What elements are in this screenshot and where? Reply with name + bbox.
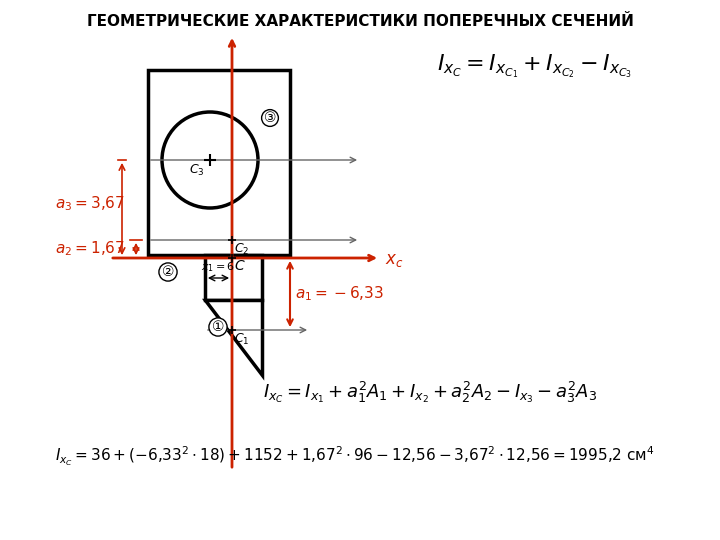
Text: ①: ① xyxy=(212,320,224,334)
Text: $a_2=1{,}67$: $a_2=1{,}67$ xyxy=(55,240,125,258)
Text: $C_3$: $C_3$ xyxy=(189,163,205,178)
Text: $C_1$: $C_1$ xyxy=(234,332,249,347)
Text: ②: ② xyxy=(162,265,174,279)
Text: ГЕОМЕТРИЧЕСКИЕ ХАРАКТЕРИСТИКИ ПОПЕРЕЧНЫХ СЕЧЕНИЙ: ГЕОМЕТРИЧЕСКИЕ ХАРАКТЕРИСТИКИ ПОПЕРЕЧНЫХ… xyxy=(86,14,634,29)
Bar xyxy=(148,70,290,255)
Text: $I_{x_C} = 36 + (-6{,}33^2 \cdot 18) + 1152 + 1{,}67^2 \cdot 96 - 12{,}56 - 3{,}: $I_{x_C} = 36 + (-6{,}33^2 \cdot 18) + 1… xyxy=(55,445,655,468)
Text: $C_2$: $C_2$ xyxy=(234,242,249,257)
Circle shape xyxy=(162,112,258,208)
Text: ③: ③ xyxy=(264,111,276,125)
Text: $x_1=6$: $x_1=6$ xyxy=(202,260,235,274)
Bar xyxy=(205,255,262,300)
Text: $x_c$: $x_c$ xyxy=(385,251,403,269)
Text: $I_{x_C} = I_{x_{C_1}} + I_{x_{C_2}} - I_{x_{C_3}}$: $I_{x_C} = I_{x_{C_1}} + I_{x_{C_2}} - I… xyxy=(438,52,633,80)
Text: $a_3=3{,}67$: $a_3=3{,}67$ xyxy=(55,194,125,213)
Text: $C$: $C$ xyxy=(234,259,246,273)
Text: $I_{x_C} = I_{x_1} + a_1^2 A_1 + I_{x_2} + a_2^2 A_2 - I_{x_3} - a_3^2 A_3$: $I_{x_C} = I_{x_1} + a_1^2 A_1 + I_{x_2}… xyxy=(263,380,597,405)
Text: $a_1=-6{,}33$: $a_1=-6{,}33$ xyxy=(295,285,384,303)
Polygon shape xyxy=(205,300,262,375)
